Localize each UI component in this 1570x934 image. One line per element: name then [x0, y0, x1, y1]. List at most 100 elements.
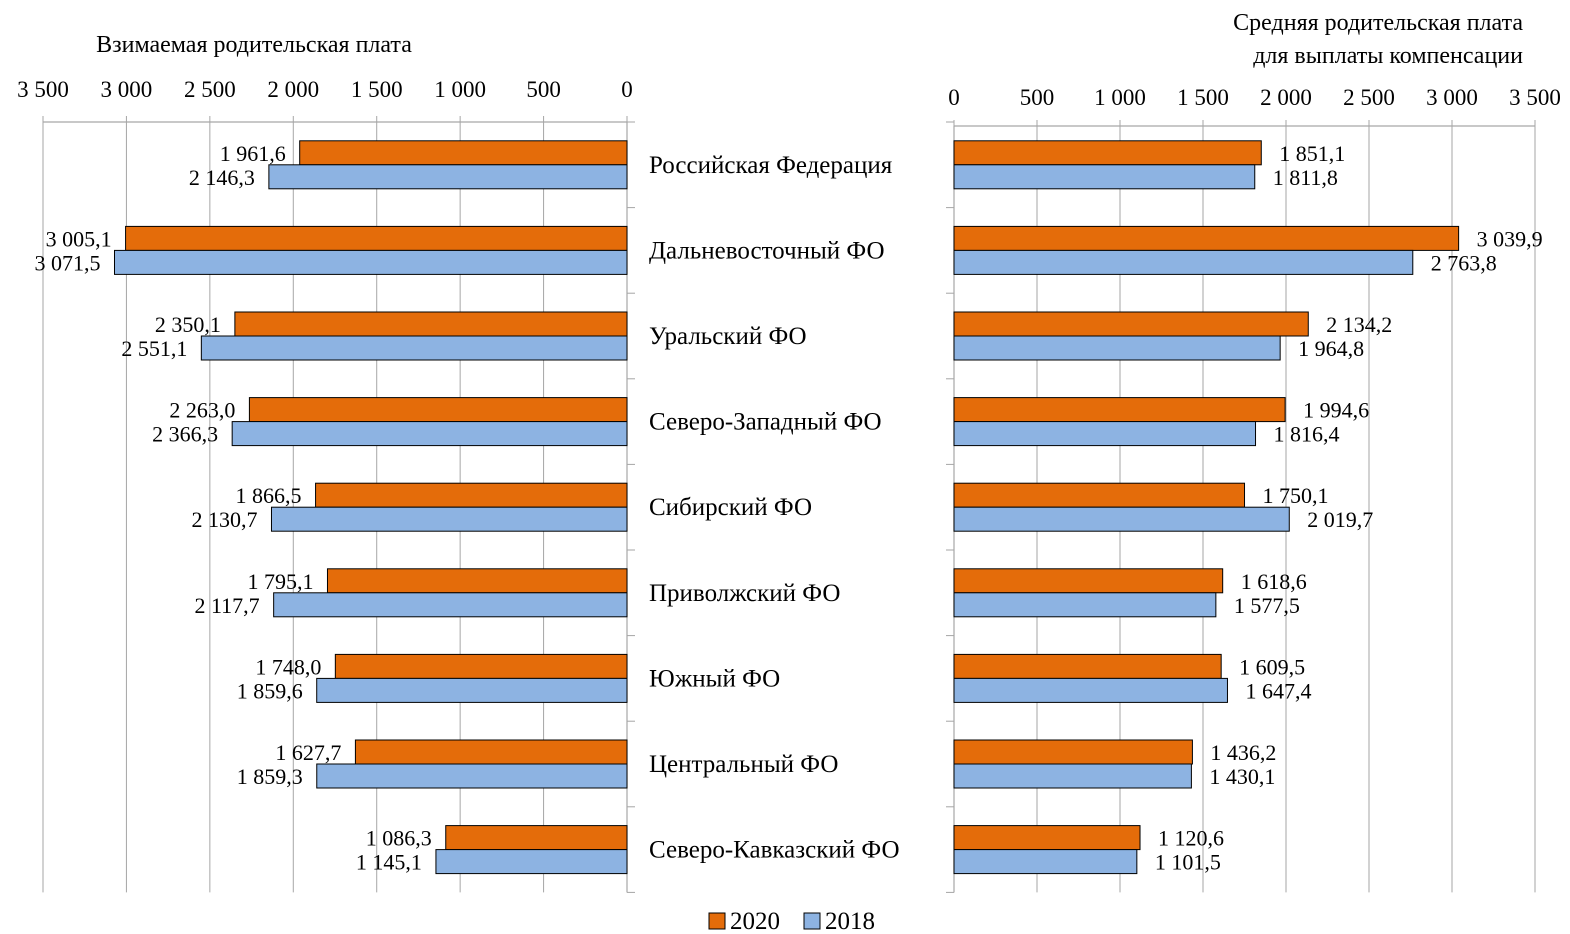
left-bar-2018 — [316, 763, 628, 789]
right-bar-2018 — [953, 849, 1138, 875]
right-bar-2020 — [953, 225, 1460, 251]
left-x-tick-label: 3 000 — [101, 77, 153, 102]
right-bar-2018 — [953, 506, 1290, 532]
right-data-label-2020: 1 618,6 — [1241, 569, 1307, 594]
right-x-tick-label: 3 000 — [1426, 85, 1478, 110]
right-data-label-2020: 1 750,1 — [1263, 483, 1329, 508]
right-data-label-2018: 1 647,4 — [1245, 678, 1311, 703]
right-data-label-2020: 1 994,6 — [1303, 398, 1369, 423]
category-label: Южный ФО — [649, 665, 780, 692]
left-data-label-2020: 1 866,5 — [236, 483, 302, 508]
right-bar-2020 — [953, 653, 1222, 679]
left-x-tick-label: 2 500 — [184, 77, 236, 102]
category-label: Сибирский ФО — [649, 494, 812, 521]
left-data-label-2020: 1 086,3 — [366, 826, 432, 851]
right-data-label-2018: 1 430,1 — [1209, 764, 1275, 789]
left-data-label-2020: 2 350,1 — [155, 312, 221, 337]
left-bar-2020 — [248, 397, 628, 423]
left-bar-2020 — [326, 568, 628, 594]
right-data-label-2020: 1 851,1 — [1279, 141, 1345, 166]
left-x-tick-label: 500 — [526, 77, 561, 102]
right-bar-2018 — [953, 249, 1414, 275]
left-data-label-2018: 1 859,3 — [237, 764, 303, 789]
left-data-label-2020: 1 795,1 — [247, 569, 313, 594]
category-label: Центральный ФО — [649, 751, 838, 778]
right-x-tick-label: 0 — [948, 85, 960, 110]
left-data-label-2018: 2 130,7 — [191, 507, 257, 532]
left-bar-2018 — [113, 249, 628, 275]
left-bar-2018 — [200, 335, 628, 361]
right-x-tick-label: 1 500 — [1177, 85, 1229, 110]
right-data-label-2020: 1 436,2 — [1210, 740, 1276, 765]
right-bar-2020 — [953, 140, 1262, 166]
left-data-label-2018: 1 145,1 — [356, 850, 422, 875]
legend-label-2020: 2020 — [730, 908, 780, 934]
left-data-label-2018: 3 071,5 — [34, 250, 100, 275]
legend-label-2018: 2018 — [825, 908, 875, 934]
right-bar-2020 — [953, 568, 1224, 594]
right-data-label-2018: 2 019,7 — [1307, 507, 1373, 532]
right-data-label-2020: 1 609,5 — [1239, 654, 1305, 679]
left-data-label-2020: 1 748,0 — [255, 654, 321, 679]
right-bar-2020 — [953, 397, 1286, 423]
left-x-tick-label: 2 000 — [267, 77, 319, 102]
left-data-label-2018: 2 366,3 — [152, 422, 218, 447]
category-label: Российская Федерация — [649, 152, 893, 179]
right-data-label-2018: 1 964,8 — [1298, 336, 1364, 361]
left-data-label-2018: 2 146,3 — [189, 165, 255, 190]
category-label: Северо-Кавказский ФО — [649, 837, 900, 864]
left-data-label-2018: 2 551,1 — [121, 336, 187, 361]
right-data-label-2020: 3 039,9 — [1477, 226, 1543, 251]
left-bar-2020 — [125, 225, 628, 251]
left-bar-2018 — [268, 164, 628, 190]
right-bar-2018 — [953, 763, 1192, 789]
category-label: Уральский ФО — [649, 323, 807, 350]
left-data-label-2020: 1 961,6 — [220, 141, 286, 166]
left-data-label-2020: 2 263,0 — [169, 398, 235, 423]
left-bar-2018 — [270, 506, 628, 532]
left-data-label-2018: 2 117,7 — [194, 593, 259, 618]
left-chart-title: Взимаемая родительская плата — [96, 32, 412, 58]
right-chart: 0 500 1 000 1 500 2 000 2 500 3 000 3 500 1 851,… — [946, 85, 1561, 893]
category-label: Дальневосточный ФО — [649, 237, 885, 264]
right-bar-2020 — [953, 482, 1246, 508]
left-data-label-2018: 1 859,6 — [237, 678, 303, 703]
right-chart-title-line-1: Средняя родительская плата — [1233, 10, 1523, 36]
right-data-label-2020: 2 134,2 — [1326, 312, 1392, 337]
right-chart-title-line-2: для выплаты компенсации — [1253, 43, 1523, 69]
left-x-tick-label: 1 500 — [351, 77, 403, 102]
left-bar-2020 — [315, 482, 628, 508]
right-data-label-2018: 1 101,5 — [1155, 850, 1221, 875]
left-bar-2018 — [316, 677, 628, 703]
right-data-label-2020: 1 120,6 — [1158, 826, 1224, 851]
right-bar-2018 — [953, 335, 1281, 361]
left-bar-2018 — [231, 421, 628, 447]
legend-swatch-2018 — [803, 912, 821, 930]
category-labels: Российская Федерация Дальневосточный ФО Ур… — [649, 152, 900, 864]
right-data-label-2018: 1 577,5 — [1234, 593, 1300, 618]
right-x-tick-label: 1 000 — [1094, 85, 1146, 110]
right-x-tick-label: 2 000 — [1260, 85, 1312, 110]
left-bar-2020 — [354, 739, 628, 765]
category-label: Северо-Западный ФО — [649, 409, 882, 436]
left-bar-2020 — [334, 653, 628, 679]
left-x-tick-label: 1 000 — [434, 77, 486, 102]
left-bar-2020 — [445, 825, 628, 851]
right-bar-2018 — [953, 421, 1257, 447]
legend-swatch-2020 — [708, 912, 726, 930]
left-x-tick-label: 3 500 — [17, 77, 69, 102]
right-data-label-2018: 1 811,8 — [1273, 165, 1338, 190]
left-x-tick-label: 0 — [621, 77, 633, 102]
left-data-label-2020: 3 005,1 — [46, 226, 112, 251]
right-bar-2020 — [953, 825, 1141, 851]
left-bar-2020 — [234, 311, 628, 337]
right-bar-2020 — [953, 311, 1309, 337]
left-bar-2018 — [435, 849, 628, 875]
left-chart: 0 500 1 000 1 500 2 000 2 500 3 000 3 500 1 961,… — [17, 77, 635, 893]
right-bar-2020 — [953, 739, 1193, 765]
right-data-label-2018: 1 816,4 — [1274, 422, 1340, 447]
left-bar-2018 — [273, 592, 628, 618]
right-bar-2018 — [953, 164, 1256, 190]
right-bar-2018 — [953, 592, 1217, 618]
